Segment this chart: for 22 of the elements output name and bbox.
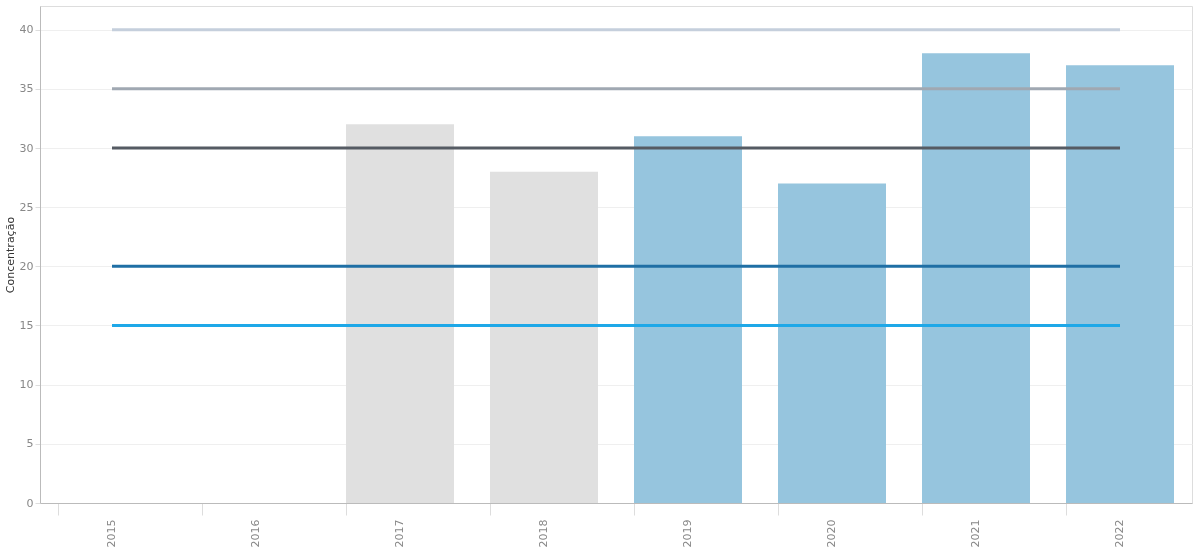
y-tick-label: 20 <box>19 259 34 273</box>
y-tick-label: 35 <box>19 82 34 96</box>
bar <box>634 136 742 503</box>
x-tick-label: 2016 <box>249 519 262 548</box>
bar <box>778 183 886 503</box>
x-tick-label: 2017 <box>393 519 406 548</box>
y-tick-label: 40 <box>19 23 34 37</box>
y-tick-label: 0 <box>26 496 34 510</box>
y-tick-label: 25 <box>19 200 34 214</box>
bar <box>1066 65 1174 503</box>
y-tick-label: 15 <box>19 319 34 332</box>
x-tick-label: 2021 <box>969 519 982 548</box>
x-tick-label: 2022 <box>1113 519 1126 548</box>
bar <box>922 53 1030 503</box>
y-tick-label: 30 <box>19 141 34 155</box>
x-tick-label: 2018 <box>537 519 550 548</box>
x-tick-label: 2015 <box>105 519 118 548</box>
y-tick-label: 10 <box>19 378 34 392</box>
x-tick-label: 2020 <box>825 519 838 548</box>
y-axis-title: Concentração <box>3 216 17 294</box>
y-tick-label: 5 <box>26 437 34 451</box>
x-tick-label: 2019 <box>681 519 694 548</box>
